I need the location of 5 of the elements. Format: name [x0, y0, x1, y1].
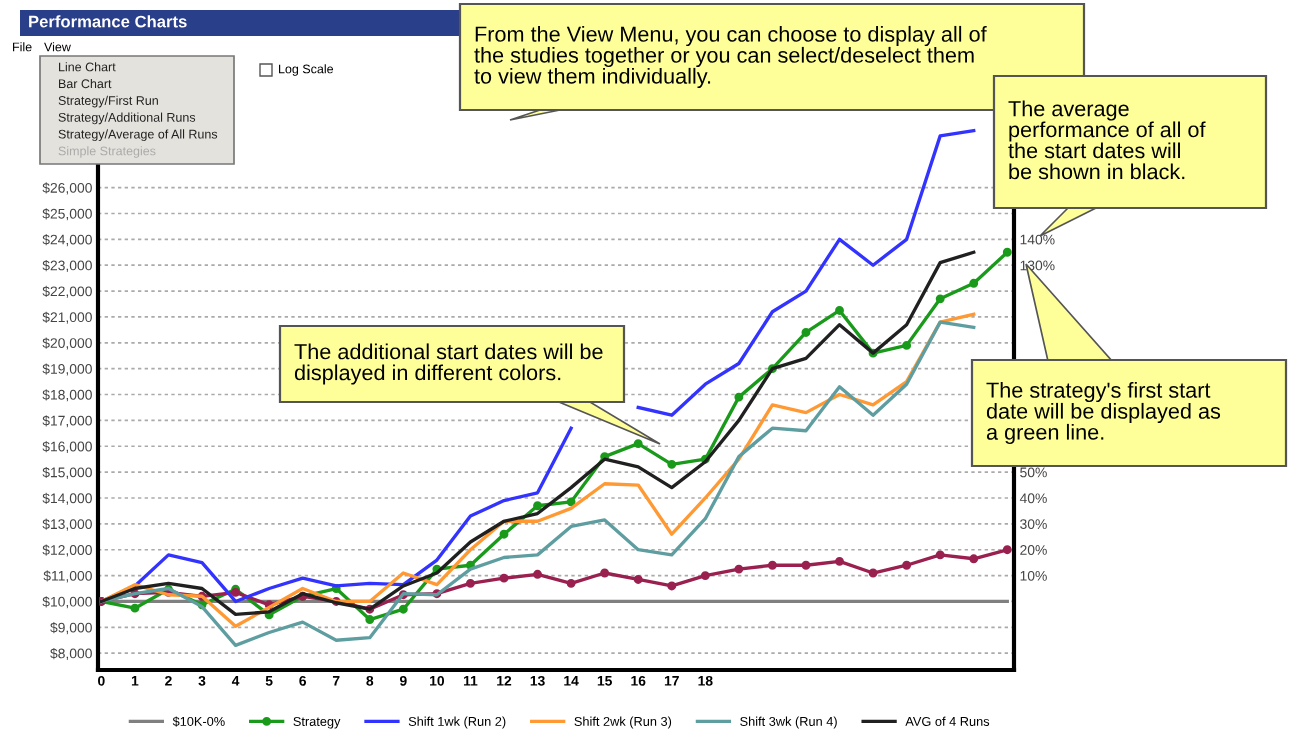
text: From the View Menu, you can choose to display all of the studies together or you can select/deselect them to view them individually.: [474, 25, 987, 89]
annotation: The additional start dates will be displayed in different colors.: [294, 343, 603, 385]
annotation: The average performance of all of the start dates will be shown in black.: [1008, 100, 1206, 180]
chart-title: Performance Charts: [29, 15, 187, 28]
annotation: The strategy's first start date will be displayed as a green line.: [986, 381, 1221, 445]
